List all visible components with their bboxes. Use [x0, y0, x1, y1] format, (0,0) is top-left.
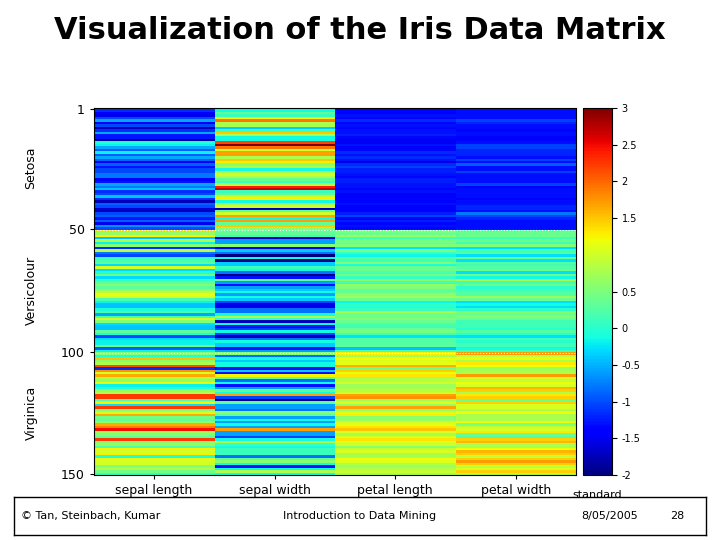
Text: Introduction to Data Mining: Introduction to Data Mining [284, 511, 436, 521]
Text: standard
deviation: standard deviation [572, 490, 624, 511]
Text: 8/05/2005: 8/05/2005 [581, 511, 638, 521]
Text: Versicolour: Versicolour [24, 256, 37, 325]
Text: Visualization of the Iris Data Matrix: Visualization of the Iris Data Matrix [54, 16, 666, 45]
Text: Setosa: Setosa [24, 147, 37, 189]
Text: Virginica: Virginica [24, 386, 37, 440]
Text: 28: 28 [670, 511, 685, 521]
Text: © Tan, Steinbach, Kumar: © Tan, Steinbach, Kumar [22, 511, 161, 521]
